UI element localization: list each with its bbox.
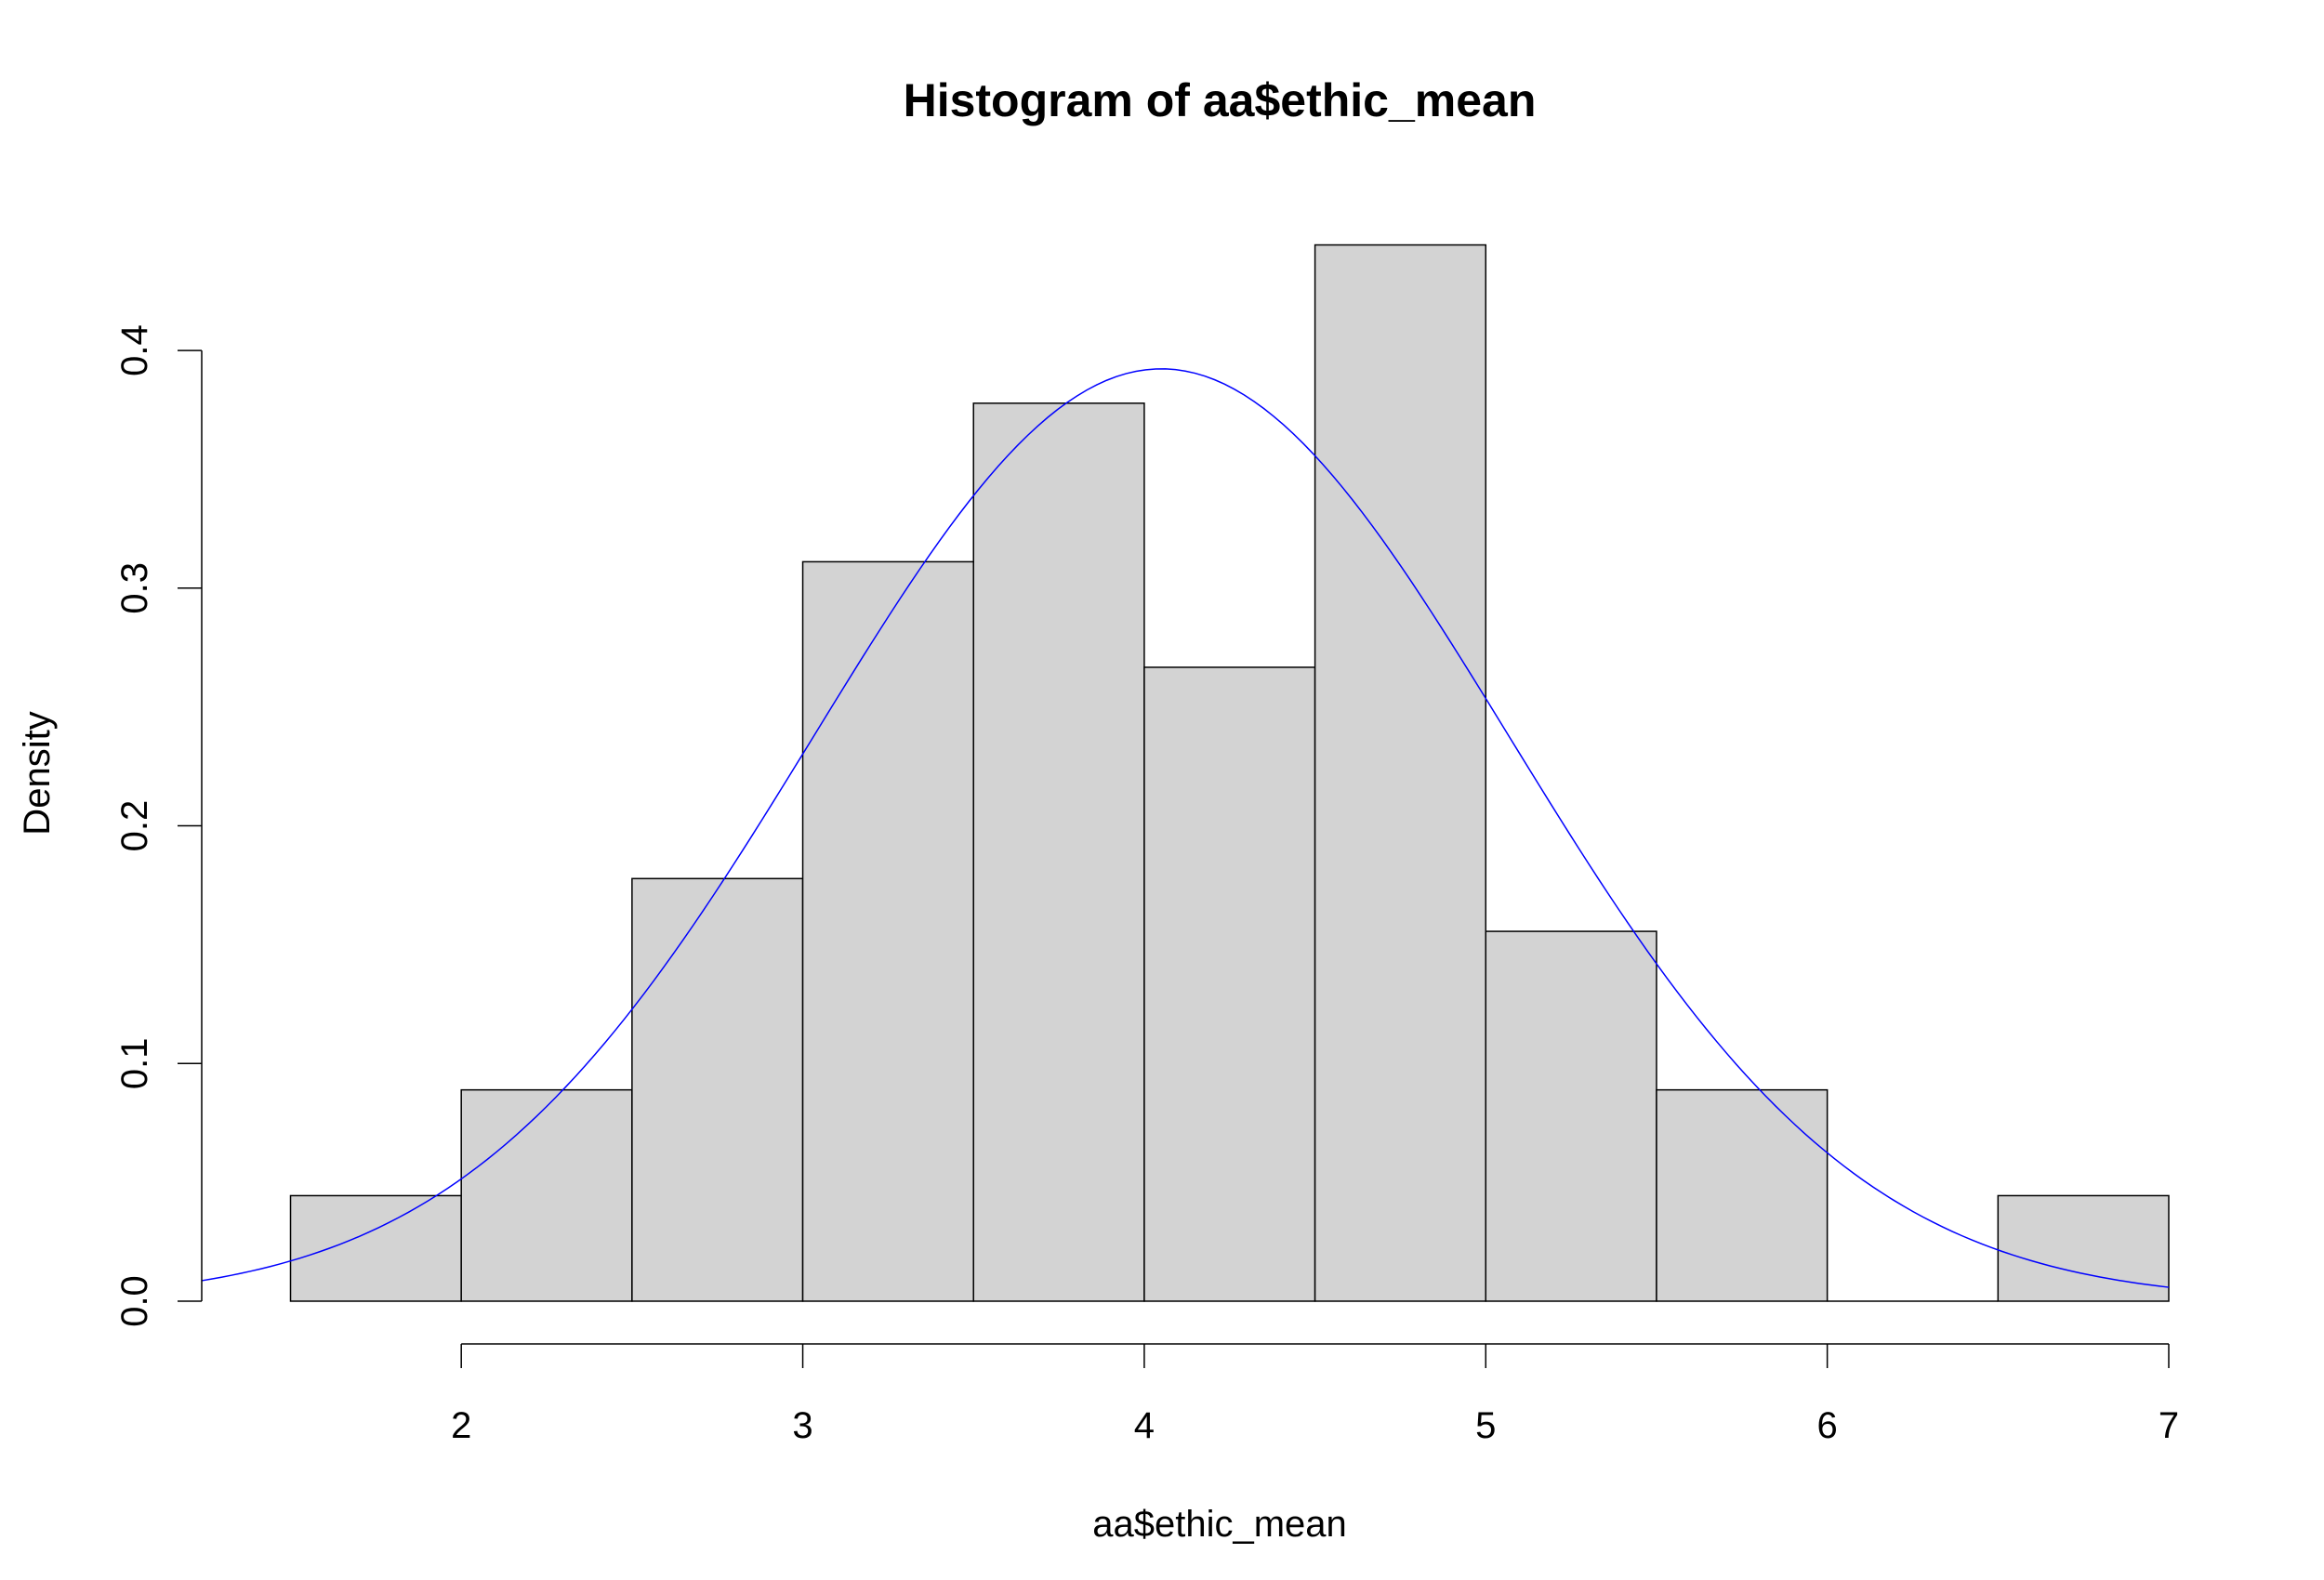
x-tick-label: 5 <box>1475 1405 1496 1446</box>
histogram-bar <box>1997 1194 2170 1302</box>
histogram-bars <box>289 244 2170 1302</box>
histogram-bar <box>460 1088 633 1302</box>
y-tick-label: 0.1 <box>114 1037 155 1089</box>
x-tick-label: 6 <box>1817 1405 1838 1446</box>
y-tick-label: 0.3 <box>114 562 155 614</box>
chart-title: Histogram of aa$ethic_mean <box>904 74 1537 126</box>
histogram-bar <box>801 560 974 1302</box>
y-tick-label: 0.4 <box>114 324 155 376</box>
histogram-bar <box>972 402 1145 1302</box>
x-tick-label: 3 <box>792 1405 812 1446</box>
x-axis: 2 3 4 5 6 7 <box>451 1343 2179 1446</box>
histogram-bar <box>1143 666 1316 1302</box>
histogram-bar <box>1485 930 1657 1302</box>
x-tick-label: 2 <box>451 1405 471 1446</box>
x-tick-label: 4 <box>1134 1405 1155 1446</box>
y-tick-label: 0.2 <box>114 800 155 852</box>
y-tick-label: 0.0 <box>114 1275 155 1327</box>
density-curve <box>201 368 2170 1288</box>
x-axis-label: aa$ethic_mean <box>1092 1504 1347 1545</box>
y-axis-label: Density <box>17 711 58 835</box>
y-axis: 0.0 0.1 0.2 0.3 0.4 <box>114 324 203 1327</box>
histogram-bar <box>1656 1088 1829 1302</box>
x-tick-label: 7 <box>2159 1405 2179 1446</box>
histogram-bar <box>289 1194 462 1302</box>
histogram-bar <box>1314 244 1487 1302</box>
histogram-bar <box>631 877 804 1302</box>
